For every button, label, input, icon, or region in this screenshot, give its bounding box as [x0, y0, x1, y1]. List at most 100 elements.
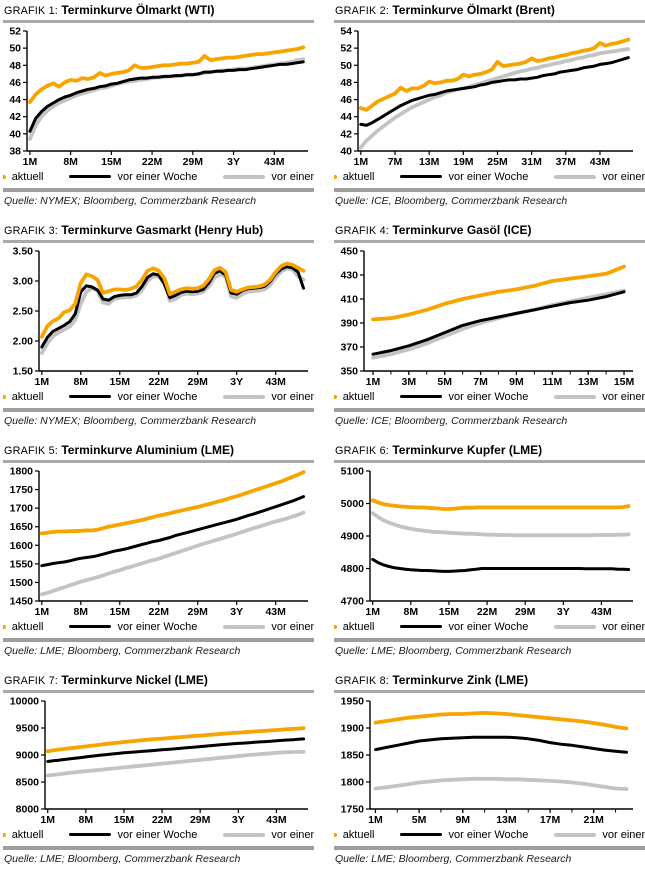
footer-divider	[334, 638, 645, 642]
title-divider	[3, 460, 314, 463]
chart-legend: aktuell vor einer Woche vor einem Monat	[3, 169, 314, 184]
line-chart-henry-hub: 1.50 2.00 2.50 3.00 3.50 1M 8M 15M 22M 29M 3Y 43M	[13, 246, 308, 388]
svg-text:3Y: 3Y	[230, 376, 243, 388]
svg-text:1500: 1500	[10, 577, 34, 589]
chart-title: GRAFIK 4: Terminkurve Gasöl (ICE)	[334, 222, 645, 237]
legend-label: vor einer Woche	[448, 170, 529, 183]
footer-divider	[334, 188, 645, 192]
chart-card-grafik-8: GRAFIK 8: Terminkurve Zink (LME) 1750 180…	[334, 672, 645, 875]
legend-label: vor einem Monat	[602, 390, 645, 403]
legend-item-aktuell: aktuell	[334, 171, 374, 183]
svg-text:4700: 4700	[341, 596, 365, 608]
svg-text:5M: 5M	[437, 376, 452, 388]
svg-text:15M: 15M	[114, 814, 135, 826]
aktuell-line-swatch	[3, 174, 6, 179]
legend-label: vor einem Monat	[271, 828, 314, 841]
chart-label: GRAFIK 5:	[4, 445, 58, 457]
svg-text:8M: 8M	[404, 606, 419, 618]
chart-legend: aktuell vor einer Woche vor einem Monat	[334, 827, 645, 842]
chart-label: GRAFIK 1:	[4, 5, 58, 17]
month-line-swatch	[223, 624, 266, 629]
month-line-swatch	[223, 394, 266, 399]
chart-label: GRAFIK 2:	[335, 5, 389, 17]
svg-text:2.50: 2.50	[13, 306, 34, 318]
legend-label: vor einem Monat	[602, 620, 645, 633]
title-divider	[334, 240, 645, 243]
aktuell-line-swatch	[3, 394, 6, 399]
aktuell-line-swatch	[334, 832, 337, 837]
title-divider	[334, 690, 645, 693]
chart-title: GRAFIK 5: Terminkurve Aluminium (LME)	[3, 442, 314, 457]
legend-item-vor-einer-woche: vor einer Woche	[69, 391, 197, 403]
chart-card-grafik-1: GRAFIK 1: Terminkurve Ölmarkt (WTI) 38 40…	[3, 2, 314, 222]
month-line-swatch	[554, 394, 597, 399]
svg-text:11M: 11M	[542, 376, 562, 388]
svg-text:1M: 1M	[23, 156, 38, 168]
svg-text:1M: 1M	[366, 376, 381, 388]
svg-text:7M: 7M	[473, 376, 488, 388]
line-chart-kupfer: 4700 4800 4900 5000 5100 1M 8M 15M 22M 29M 3Y 43M	[341, 466, 633, 618]
svg-text:3M: 3M	[402, 376, 417, 388]
chart-card-grafik-2: GRAFIK 2: Terminkurve Ölmarkt (Brent) 40…	[334, 2, 645, 222]
legend-item-vor-einer-woche: vor einer Woche	[69, 829, 197, 841]
svg-text:15M: 15M	[614, 376, 635, 388]
chart-legend: aktuell vor einer Woche vor einem Monat	[3, 827, 314, 842]
svg-text:5000: 5000	[341, 498, 365, 510]
svg-text:2.00: 2.00	[13, 336, 34, 348]
legend-label: vor einer Woche	[117, 390, 198, 403]
svg-text:1450: 1450	[10, 596, 34, 608]
svg-text:1650: 1650	[10, 521, 34, 533]
line-chart-gasoil: 350 370 390 410 430 450 1M 3M 5M 7M 9M 11M 13M 15M	[340, 246, 635, 388]
chart-title: GRAFIK 7: Terminkurve Nickel (LME)	[3, 672, 314, 687]
legend-label: aktuell	[342, 620, 375, 633]
legend-item-vor-einem-monat: vor einem Monat	[554, 391, 645, 403]
svg-text:10000: 10000	[10, 696, 39, 708]
chart-title: GRAFIK 3: Terminkurve Gasmarkt (Henry Hu…	[3, 222, 314, 237]
legend-item-aktuell: aktuell	[334, 621, 374, 633]
legend-label: vor einem Monat	[271, 620, 314, 633]
legend-label: vor einem Monat	[271, 390, 314, 403]
footer-divider	[3, 408, 314, 412]
svg-text:9500: 9500	[16, 723, 40, 735]
chart-label: GRAFIK 7:	[4, 675, 58, 687]
svg-text:13M: 13M	[578, 376, 599, 388]
svg-text:48: 48	[9, 60, 21, 72]
legend-item-aktuell: aktuell	[3, 621, 43, 633]
svg-text:22M: 22M	[477, 606, 498, 618]
svg-text:430: 430	[340, 270, 358, 282]
week-line-swatch	[400, 395, 443, 398]
svg-text:43M: 43M	[590, 156, 611, 168]
month-line-swatch	[223, 174, 266, 179]
svg-text:43M: 43M	[264, 156, 285, 168]
svg-text:43M: 43M	[591, 606, 612, 618]
svg-text:15M: 15M	[439, 606, 460, 618]
svg-text:19M: 19M	[453, 156, 474, 168]
svg-text:22M: 22M	[149, 376, 170, 388]
svg-text:1M: 1M	[34, 376, 49, 388]
svg-text:25M: 25M	[487, 156, 508, 168]
chart-card-grafik-5: GRAFIK 5: Terminkurve Aluminium (LME) 14…	[3, 442, 314, 672]
chart-label: GRAFIK 8:	[335, 675, 389, 687]
legend-item-vor-einer-woche: vor einer Woche	[400, 829, 528, 841]
svg-text:370: 370	[340, 342, 358, 354]
footer-divider	[3, 188, 314, 192]
legend-item-aktuell: aktuell	[334, 829, 374, 841]
chart-title: GRAFIK 8: Terminkurve Zink (LME)	[334, 672, 645, 687]
svg-text:40: 40	[9, 128, 21, 140]
svg-text:410: 410	[340, 294, 358, 306]
svg-text:46: 46	[340, 94, 352, 106]
legend-item-aktuell: aktuell	[3, 171, 43, 183]
source-note: Quelle: LME; Bloomberg, Commerzbank Rese…	[4, 644, 241, 657]
svg-text:1M: 1M	[354, 156, 369, 168]
legend-item-vor-einem-monat: vor einem Monat	[554, 621, 645, 633]
svg-text:44: 44	[340, 111, 352, 123]
chart-label: GRAFIK 6:	[335, 445, 389, 457]
legend-label: vor einer Woche	[448, 620, 529, 633]
svg-text:1M: 1M	[365, 606, 380, 618]
svg-text:3Y: 3Y	[557, 606, 570, 618]
footer-divider	[334, 846, 645, 850]
svg-text:46: 46	[9, 77, 21, 89]
legend-item-vor-einer-woche: vor einer Woche	[400, 391, 528, 403]
legend-label: aktuell	[11, 390, 44, 403]
legend-item-vor-einem-monat: vor einem Monat	[223, 391, 314, 403]
